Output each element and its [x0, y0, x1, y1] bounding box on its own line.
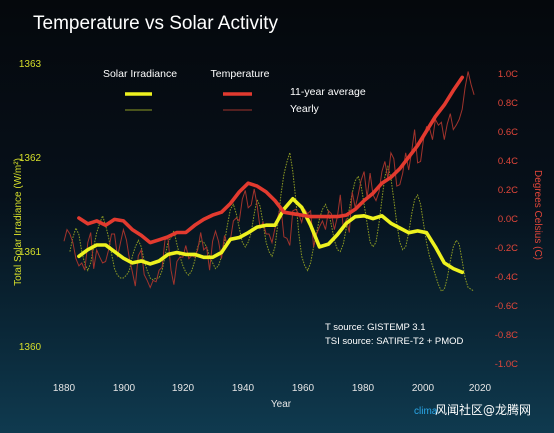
x-tick-label: 2000 — [412, 383, 435, 394]
series-line-temperature-yearly — [63, 71, 475, 289]
right-tick-label: -0.8C — [495, 330, 518, 341]
right-tick-label: 0.8C — [498, 98, 518, 109]
left-axis-label: Total Solar Irradiance (W/m²) — [13, 158, 24, 286]
right-tick-label: 0.2C — [498, 185, 518, 196]
legend-label-average: 11-year average — [290, 86, 366, 98]
x-tick-label: 1980 — [352, 383, 375, 394]
right-tick-label: -0.6C — [495, 301, 518, 312]
legend-header-temperature: Temperature — [211, 68, 270, 80]
right-tick-label: 0.4C — [498, 156, 518, 167]
series-layer — [63, 71, 475, 292]
x-axis-ticks: 1880 1900 1920 1940 1960 1980 2000 2020 — [53, 383, 492, 394]
x-tick-label: 2020 — [469, 383, 492, 394]
series-line-solar-yearly — [69, 152, 475, 292]
source-note-temperature: T source: GISTEMP 3.1 — [325, 322, 426, 333]
source-note-tsi: TSI source: SATIRE-T2 + PMOD — [325, 336, 464, 347]
x-tick-label: 1880 — [53, 383, 76, 394]
left-tick-label: 1360 — [19, 342, 42, 353]
x-tick-label: 1920 — [172, 383, 195, 394]
watermark-site: clima — [414, 406, 438, 417]
x-axis-label: Year — [271, 399, 292, 410]
right-tick-label: 1.0C — [498, 69, 518, 80]
legend-header-solar: Solar Irradiance — [103, 68, 177, 80]
legend: Solar Irradiance Temperature 11-year ave… — [103, 68, 366, 115]
left-axis-ticks: 1363 1362 1361 1360 — [19, 59, 42, 353]
series-line-temperature-average — [77, 75, 464, 245]
series-line-solar-average — [77, 197, 464, 275]
left-tick-label: 1363 — [19, 59, 42, 70]
legend-label-yearly: Yearly — [290, 103, 320, 115]
x-tick-label: 1900 — [113, 383, 136, 394]
x-tick-label: 1940 — [232, 383, 255, 394]
right-tick-label: 0.0C — [498, 214, 518, 225]
left-tick-label: 1361 — [19, 247, 42, 258]
x-tick-label: 1960 — [292, 383, 315, 394]
right-axis-label: Degrees Celsius (C) — [532, 170, 543, 260]
right-tick-label: 0.6C — [498, 127, 518, 138]
right-tick-label: -1.0C — [495, 359, 518, 370]
right-tick-label: -0.4C — [495, 272, 518, 283]
chart-title: Temperature vs Solar Activity — [33, 13, 278, 34]
watermark-tag: 风闻社区@龙腾网 — [435, 402, 531, 417]
right-tick-label: -0.2C — [495, 243, 518, 254]
right-axis-ticks: 1.0C 0.8C 0.6C 0.4C 0.2C 0.0C -0.2C -0.4… — [495, 69, 518, 370]
left-tick-label: 1362 — [19, 153, 42, 164]
